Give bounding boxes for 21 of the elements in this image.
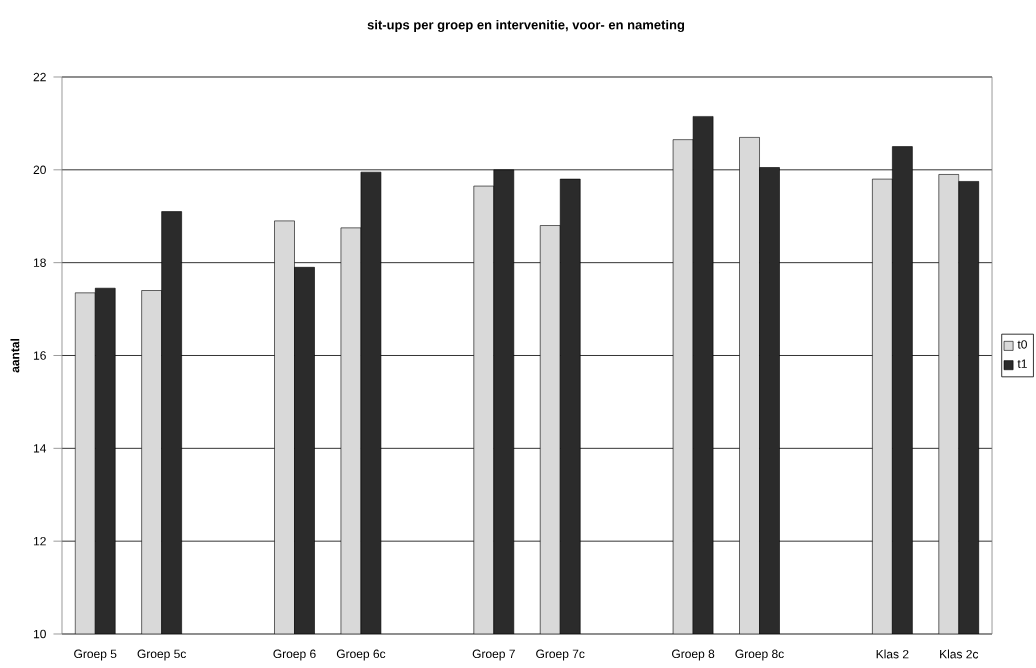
x-tick-label: Klas 2c <box>940 649 979 659</box>
y-tick-label: 10 <box>33 629 46 639</box>
x-tick-label: Groep 6c <box>336 649 386 661</box>
legend-label: t1 <box>1017 359 1027 368</box>
y-tick-label: 12 <box>33 536 46 546</box>
y-tick-label: 14 <box>33 444 47 453</box>
x-tick-label: Groep 8 <box>672 649 715 661</box>
x-tick-label: Groep 7 <box>472 649 515 661</box>
chart-title: sit-ups per groep en intervenitie, voor- en nameting <box>367 19 685 33</box>
x-tick-label: Groep 6 <box>273 649 316 661</box>
y-tick-label: 22 <box>33 72 46 82</box>
legend-label: t0 <box>1017 340 1027 349</box>
x-tick-label: Groep 8c <box>735 649 784 661</box>
y-tick-label: 20 <box>33 165 46 175</box>
y-tick-label: 18 <box>33 258 46 267</box>
y-tick-label: 16 <box>33 351 46 360</box>
x-tick-label: Klas 2 <box>876 649 909 659</box>
x-tick-label: Groep 7c <box>536 649 585 661</box>
x-tick-label: Groep 5c <box>137 649 186 661</box>
x-tick-label: Groep 5 <box>74 649 117 661</box>
y-axis-title: aantal <box>10 339 20 373</box>
